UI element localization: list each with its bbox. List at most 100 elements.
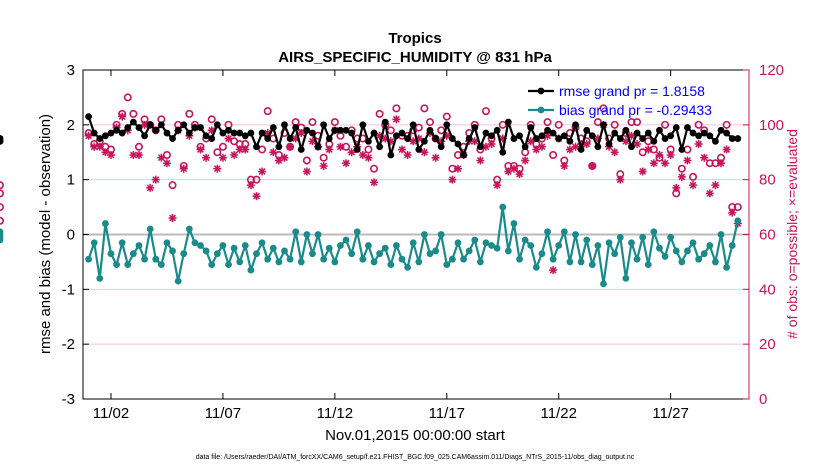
obs-evaluated-point bbox=[414, 134, 423, 143]
rmse-point bbox=[521, 143, 529, 151]
obs-evaluated-point bbox=[565, 145, 574, 154]
bias-point bbox=[129, 250, 137, 258]
bias-point bbox=[90, 239, 98, 247]
bias-point bbox=[516, 255, 523, 263]
bias-point bbox=[269, 244, 277, 252]
rmse-point bbox=[314, 143, 322, 151]
rmse-point bbox=[376, 143, 384, 151]
rmse-point bbox=[689, 129, 697, 137]
y-tick-label: 2 bbox=[67, 117, 75, 134]
obs-possible-point bbox=[207, 115, 216, 124]
rmse-point bbox=[303, 126, 311, 134]
rmse-point bbox=[320, 121, 328, 129]
bias-point bbox=[398, 255, 406, 263]
bias-point bbox=[230, 244, 238, 252]
obs-evaluated-point bbox=[571, 142, 580, 151]
obs-possible-point bbox=[689, 172, 698, 181]
rmse-point bbox=[656, 126, 663, 134]
bias-point bbox=[157, 261, 165, 269]
obs-possible-point bbox=[129, 109, 138, 118]
obs-evaluated-point bbox=[358, 150, 367, 159]
rmse-point bbox=[560, 132, 568, 140]
rmse-point bbox=[264, 135, 272, 142]
obs-evaluated-point bbox=[521, 156, 530, 165]
bias-point bbox=[532, 264, 540, 271]
rmse-point bbox=[672, 124, 680, 131]
obs-evaluated-point bbox=[118, 112, 127, 121]
obs-evaluated-point bbox=[593, 134, 602, 143]
bias-point bbox=[432, 247, 439, 255]
x-tick-label: 11/12 bbox=[317, 405, 353, 422]
bias-point bbox=[628, 239, 635, 247]
obs-evaluated-point bbox=[241, 145, 250, 154]
bias-point bbox=[420, 231, 428, 238]
bias-point bbox=[101, 220, 109, 227]
obs-evaluated-point bbox=[398, 145, 407, 154]
rmse-point bbox=[448, 135, 456, 142]
bias-point bbox=[404, 264, 412, 271]
rmse-point bbox=[538, 132, 546, 140]
obs-possible-point bbox=[677, 164, 686, 173]
rmse-point bbox=[180, 121, 188, 129]
bias-point bbox=[219, 242, 227, 249]
rmse-point bbox=[622, 126, 630, 134]
obs-evaluated-point bbox=[537, 142, 546, 151]
rmse-point bbox=[633, 129, 641, 137]
obs-evaluated-point bbox=[649, 159, 658, 168]
rmse-point bbox=[107, 129, 115, 137]
obs-possible-point bbox=[425, 118, 434, 127]
bias-point bbox=[96, 274, 104, 282]
obs-evaluated-point bbox=[263, 129, 272, 138]
bias-point bbox=[85, 255, 92, 263]
bias-point bbox=[113, 261, 120, 269]
y-right-tick-label: 120 bbox=[759, 62, 784, 79]
bias-point bbox=[359, 255, 367, 263]
y-right-tick-label: 0 bbox=[759, 391, 767, 408]
obs-evaluated-point bbox=[140, 120, 149, 129]
rmse-point bbox=[174, 126, 182, 134]
obs-possible-point bbox=[252, 175, 261, 184]
rmse-point bbox=[219, 129, 227, 137]
bias-point bbox=[174, 277, 182, 285]
bias-point bbox=[180, 250, 188, 258]
rmse-point bbox=[202, 132, 210, 140]
bias-point bbox=[672, 247, 680, 255]
bias-point bbox=[381, 244, 389, 252]
rmse-point bbox=[734, 135, 742, 142]
bias-point bbox=[253, 250, 260, 258]
obs-evaluated-point bbox=[409, 137, 418, 146]
obs-evaluated-point bbox=[487, 140, 496, 149]
bias-point bbox=[678, 258, 686, 266]
bias-point bbox=[247, 266, 255, 274]
bias-point bbox=[728, 242, 736, 249]
rmse-point bbox=[258, 129, 266, 137]
axis-ticks: 11/02 11/07 11/12 11/17 11/22 11/27 -3 -2 -1 0 1 2 3… bbox=[62, 62, 784, 422]
obs-evaluated-point bbox=[207, 126, 216, 135]
rmse-point bbox=[728, 135, 736, 142]
obs-evaluated-point bbox=[627, 131, 636, 140]
rmse-point bbox=[488, 132, 495, 140]
bias-point bbox=[723, 264, 731, 271]
obs-evaluated-point bbox=[308, 137, 317, 146]
obs-evaluated-point bbox=[151, 175, 160, 184]
rmse-point bbox=[493, 126, 501, 134]
bias-point bbox=[689, 239, 697, 247]
obs-evaluated-point bbox=[347, 148, 356, 157]
rmse-point bbox=[611, 129, 619, 137]
obs-evaluated-point bbox=[448, 175, 457, 184]
obs-evaluated-point bbox=[431, 153, 440, 162]
bias-point bbox=[488, 242, 495, 249]
obs-evaluated-point bbox=[146, 183, 155, 192]
rmse-point bbox=[169, 135, 176, 142]
obs-possible-point bbox=[694, 120, 703, 129]
obs-possible-point bbox=[330, 118, 339, 127]
obs-evaluated-point bbox=[672, 183, 681, 192]
obs-possible-point bbox=[263, 107, 272, 116]
rmse-point bbox=[331, 126, 339, 134]
rmse-point bbox=[516, 132, 523, 140]
obs-evaluated-point bbox=[442, 131, 451, 140]
rmse-point bbox=[566, 137, 574, 145]
x-axis-label: Nov.01,2015 00:00:00 start bbox=[325, 427, 506, 444]
obs-possible-point bbox=[134, 142, 143, 151]
obs-evaluated-point bbox=[403, 150, 412, 159]
